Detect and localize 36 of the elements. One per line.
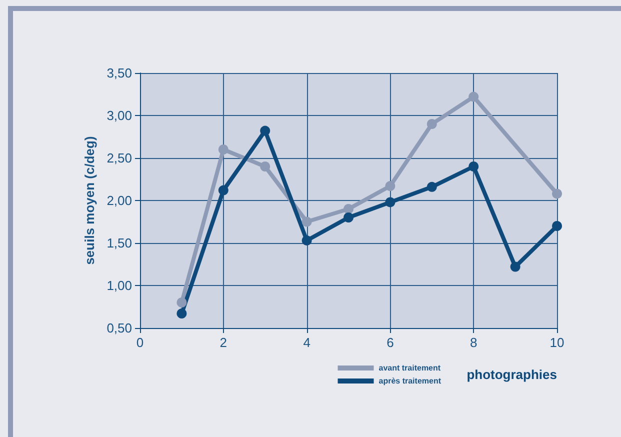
point (385, 197, 396, 208)
point (426, 182, 437, 192)
point (344, 212, 354, 222)
y-tick-label: 2,50 (106, 150, 132, 166)
point (218, 144, 228, 154)
y-tick-label: 3,00 (106, 108, 132, 123)
x-axis-title: photographies (466, 367, 557, 382)
point (218, 185, 228, 196)
point (426, 119, 437, 129)
x-tick-label: 0 (136, 335, 144, 350)
point (510, 262, 520, 272)
x-tick-label: 4 (303, 335, 310, 350)
point (468, 92, 479, 102)
y-tick-label: 2,00 (106, 193, 132, 208)
point (260, 126, 270, 136)
point (468, 162, 479, 172)
point (260, 162, 270, 172)
point (552, 188, 562, 199)
y-tick-label: 1,00 (106, 278, 132, 293)
point (385, 181, 396, 192)
point (302, 235, 312, 246)
legend-label: après traitement (378, 376, 442, 386)
y-tick-label: 3,50 (106, 66, 132, 80)
x-tick-label: 2 (220, 335, 228, 350)
x-tick-label: 8 (470, 335, 478, 350)
point (344, 204, 354, 214)
point (302, 216, 312, 227)
x-tick-label: 6 (386, 335, 394, 350)
point (552, 221, 562, 231)
point (176, 308, 187, 319)
point (176, 298, 187, 308)
legend-label: avant traitement (378, 364, 441, 372)
y-axis-title: seuils moyen (c/deg) (82, 136, 97, 265)
x-tick-label: 10 (550, 335, 564, 350)
y-tick-label: 0,50 (106, 320, 132, 336)
y-tick-label: 1,50 (106, 236, 132, 250)
